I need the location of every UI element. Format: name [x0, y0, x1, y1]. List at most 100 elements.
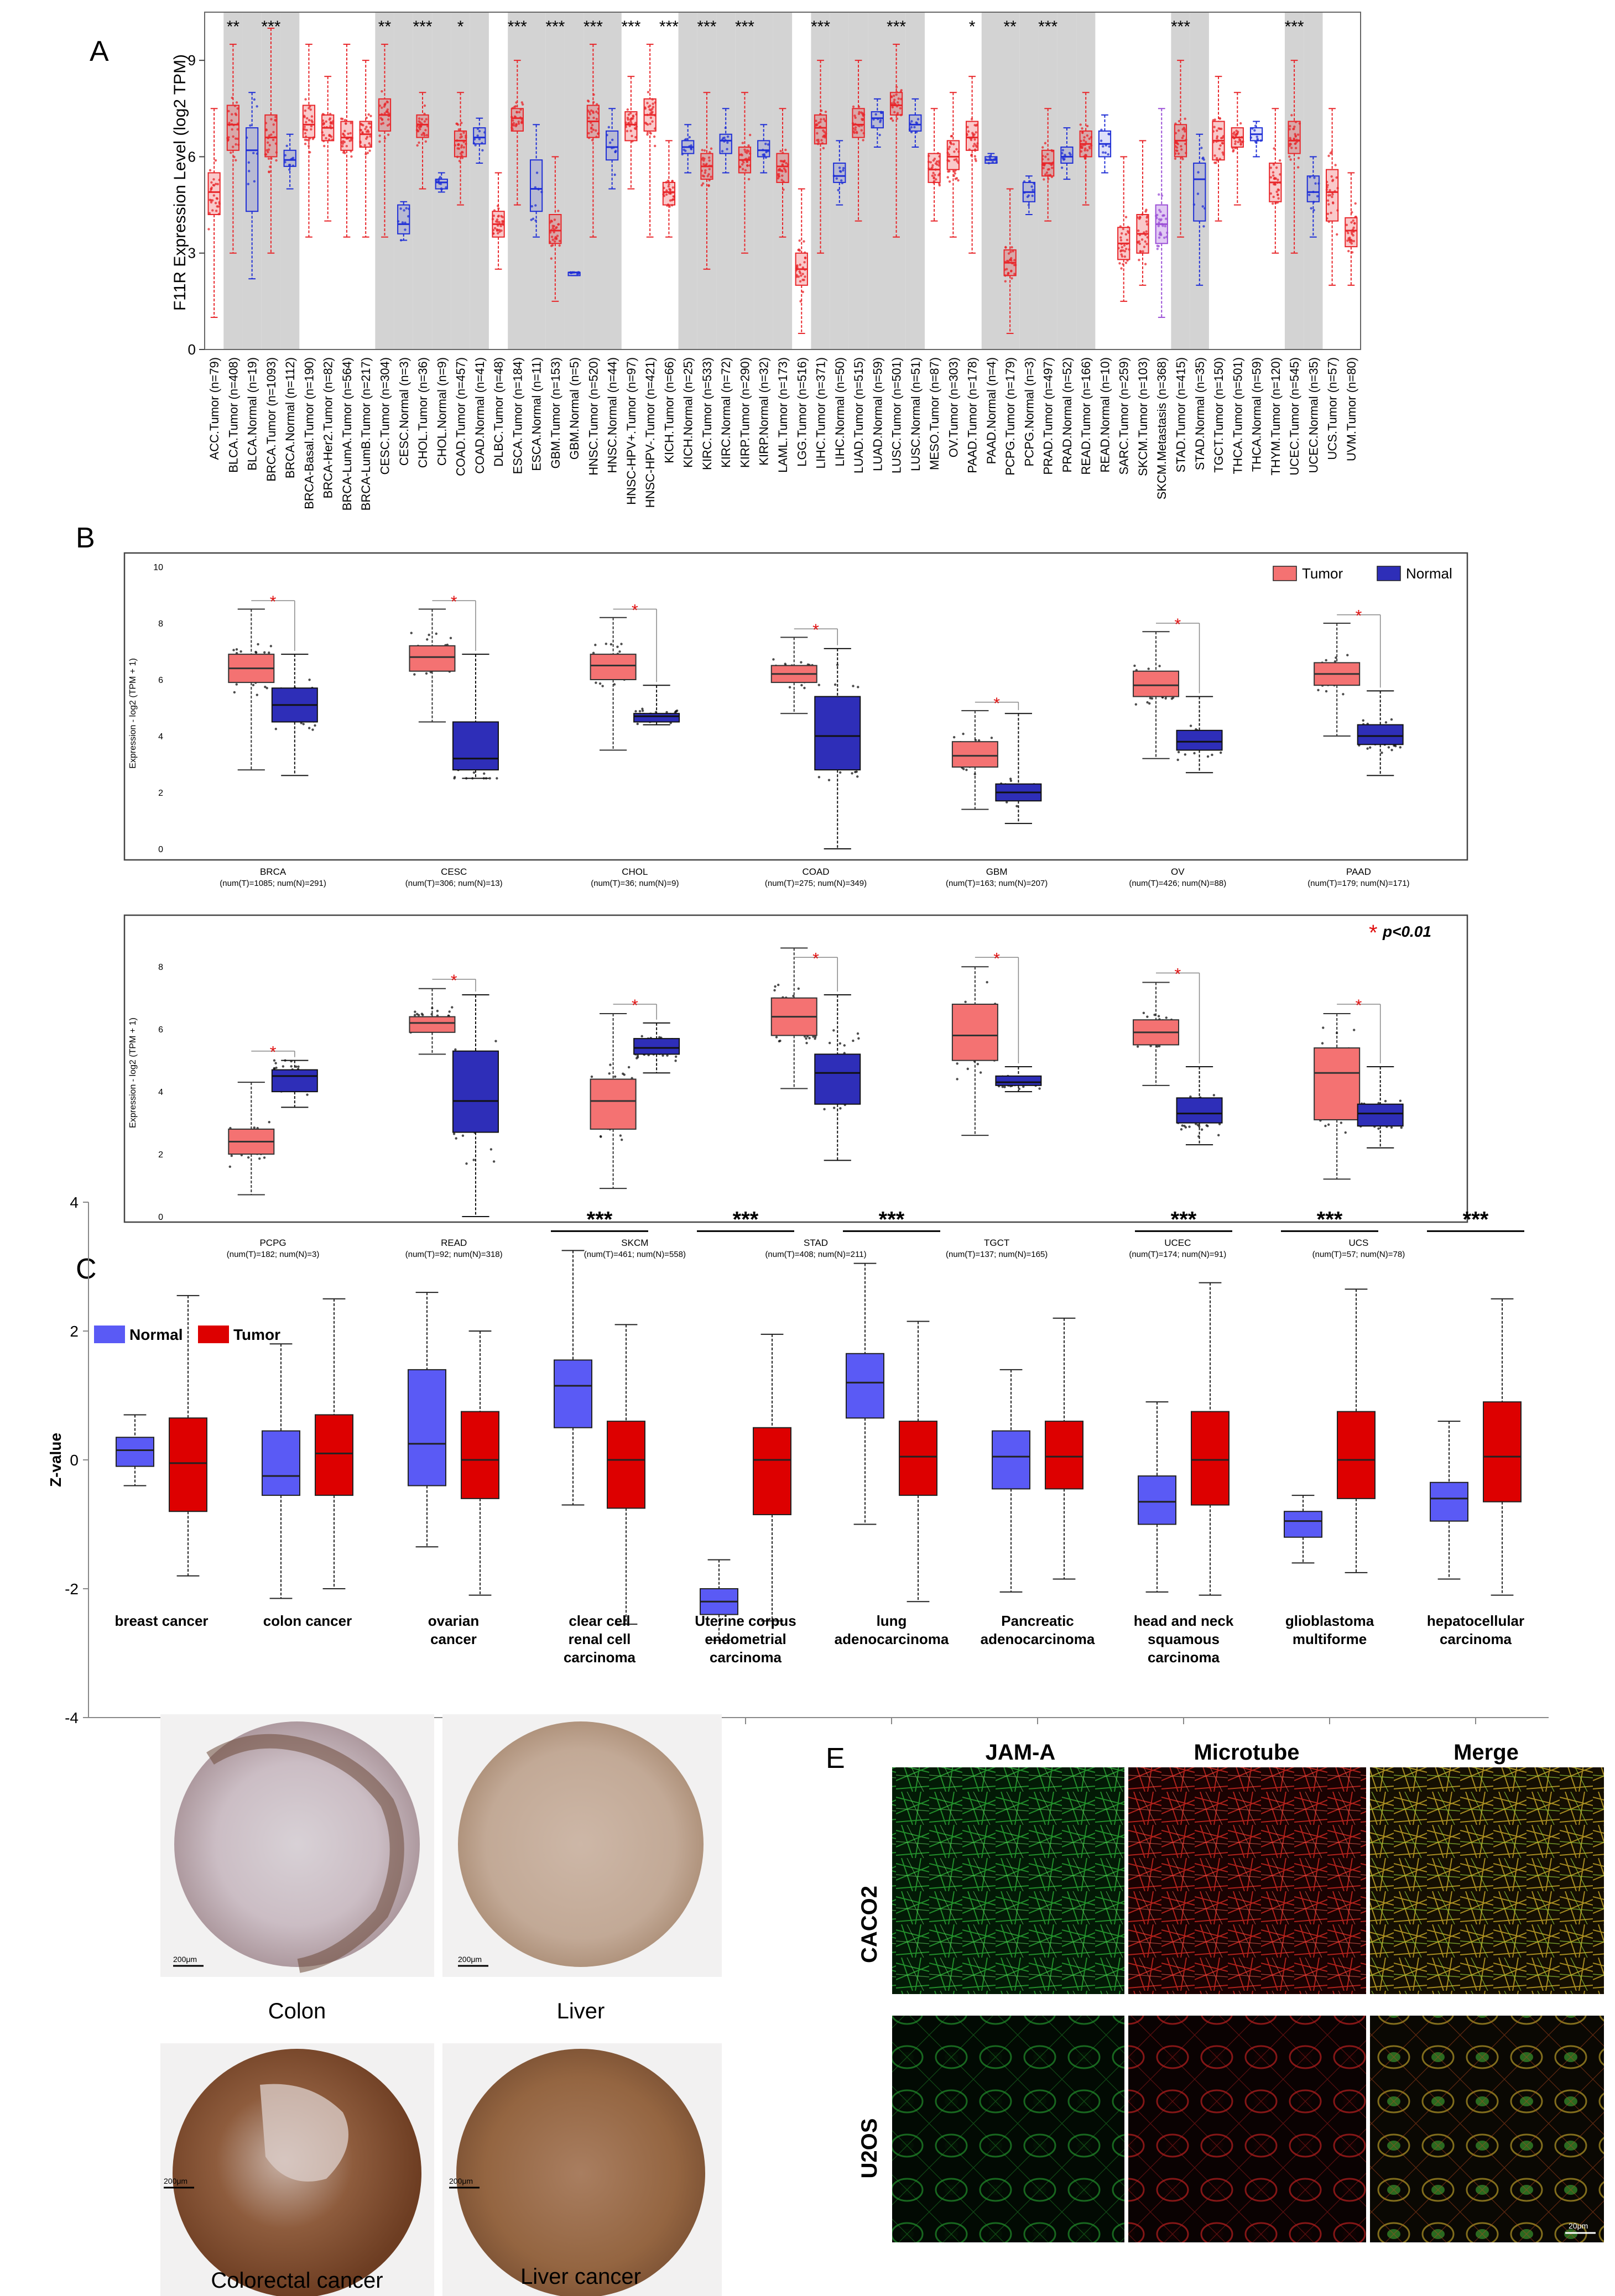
data-point: [1269, 176, 1273, 179]
data-point: [641, 707, 644, 711]
data-point: [419, 125, 422, 128]
data-point: [1317, 688, 1320, 692]
data-point: [361, 131, 364, 134]
data-point: [896, 101, 899, 104]
legend-normal-label: Normal: [129, 1326, 183, 1343]
box-skcm.tumor: [1136, 140, 1149, 286]
data-point: [1326, 184, 1329, 187]
data-point: [1232, 150, 1234, 153]
box-ucec.normal: [1306, 156, 1320, 238]
data-point: [496, 218, 499, 221]
data-point: [973, 124, 976, 127]
data-point: [235, 101, 238, 104]
panel-b-bottom-y-axis: 0 2 4 6 8: [158, 963, 163, 1222]
data-point: [1182, 134, 1185, 137]
data-point: [784, 148, 787, 152]
data-point: [413, 1014, 416, 1016]
box-iqr: [435, 179, 448, 190]
data-point: [263, 1156, 266, 1159]
data-point: [1138, 258, 1140, 262]
box-tumor-ov: [1133, 631, 1180, 759]
data-point: [799, 300, 802, 302]
data-point: [1134, 703, 1138, 706]
box-thym.tumor: [1269, 108, 1282, 254]
data-point: [329, 134, 332, 137]
box-iqr: [549, 214, 562, 244]
group-label: carcinoma: [1440, 1631, 1512, 1647]
data-point: [256, 105, 258, 108]
box-iqr: [409, 645, 456, 672]
box-dlbc.tumor: [491, 172, 505, 270]
significance-label: ***: [659, 18, 679, 36]
box-chol.normal: [435, 172, 448, 193]
data-point: [872, 125, 875, 128]
data-point: [517, 122, 520, 125]
data-point: [1120, 253, 1123, 256]
data-point: [777, 177, 780, 180]
data-point: [497, 232, 499, 235]
box-iqr: [169, 1417, 207, 1512]
data-point: [627, 122, 631, 124]
data-point: [842, 166, 845, 170]
data-point: [1184, 117, 1186, 121]
data-point: [383, 137, 387, 140]
box-kich.normal: [681, 124, 695, 174]
data-point: [369, 135, 372, 138]
data-point: [360, 123, 363, 126]
data-point: [501, 220, 504, 223]
box-brca-basal.tumor: [302, 44, 316, 238]
data-point: [521, 103, 524, 106]
row-header-caco2: CACO2: [857, 1886, 882, 1963]
data-point: [515, 111, 518, 114]
data-point: [1293, 126, 1296, 128]
data-point: [781, 174, 784, 177]
data-point: [592, 111, 595, 114]
data-point: [1158, 1045, 1161, 1048]
box-brca.tumor: [264, 28, 278, 254]
data-point: [647, 91, 650, 93]
data-point: [520, 122, 523, 124]
data-point: [746, 160, 749, 163]
group-label: endometrial: [705, 1631, 786, 1647]
data-point: [832, 1107, 836, 1109]
box-iqr: [951, 741, 998, 768]
data-point: [748, 133, 752, 137]
data-point: [302, 723, 305, 726]
data-point: [457, 128, 461, 131]
data-point: [804, 257, 807, 259]
data-point: [913, 126, 916, 129]
data-point: [290, 1065, 293, 1068]
box-paad.tumor: [965, 76, 979, 254]
legend-tumor-label: Tumor: [233, 1326, 280, 1343]
box-esca.tumor: [510, 60, 524, 206]
data-point: [365, 126, 368, 128]
data-point: [817, 776, 821, 779]
y-tick-label: 8: [158, 619, 163, 629]
data-point: [1350, 221, 1353, 224]
data-point: [619, 1134, 622, 1137]
data-point: [304, 143, 307, 145]
data-point: [1329, 194, 1332, 197]
data-point: [956, 160, 958, 163]
data-point: [551, 227, 554, 229]
x-tick-label: LUAD.Tumor (n=515): [852, 357, 866, 473]
data-point: [1001, 1086, 1004, 1088]
sig-star: *: [812, 949, 819, 968]
box-stad.normal: [1192, 133, 1206, 286]
data-point: [800, 274, 803, 277]
data-point: [423, 104, 426, 107]
data-point: [1189, 724, 1192, 727]
data-point: [343, 119, 347, 122]
box-tumor-paad: [1314, 623, 1361, 737]
data-point: [288, 164, 291, 166]
data-point: [747, 150, 750, 153]
data-point: [380, 122, 383, 126]
data-point: [515, 101, 518, 104]
data-point: [1146, 1015, 1149, 1018]
data-point: [553, 231, 555, 234]
data-point: [990, 737, 993, 739]
group-label: UCEC: [1164, 1238, 1191, 1248]
data-point: [962, 732, 965, 735]
data-point: [1188, 1125, 1191, 1128]
